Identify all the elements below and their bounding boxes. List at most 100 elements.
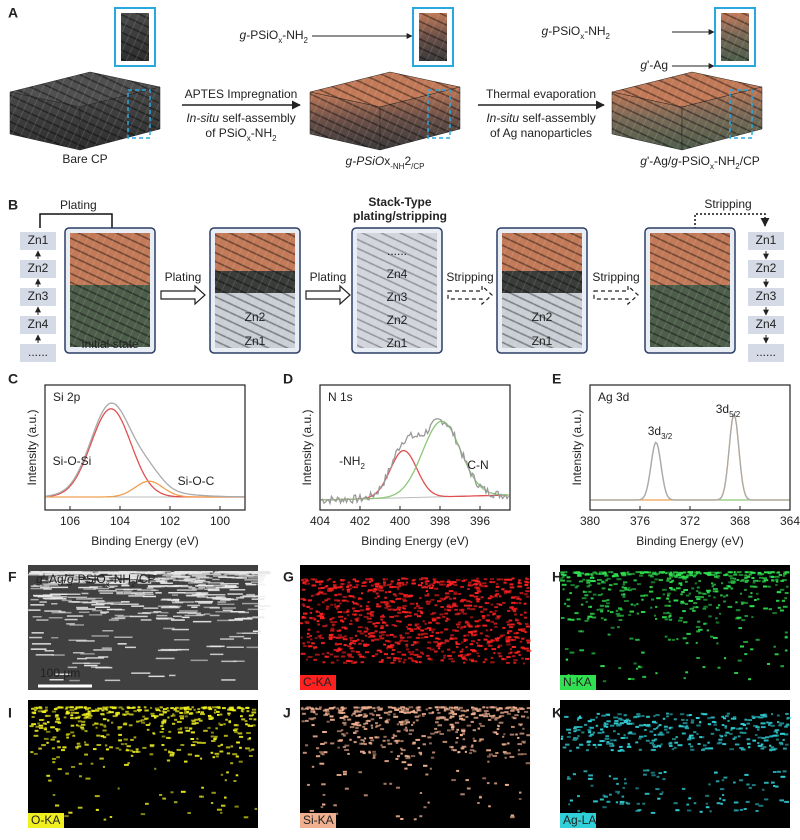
map-dot [213,575,227,577]
text-segment: 3/2 [661,432,673,441]
map-dot [690,574,694,577]
map-dot [575,585,580,588]
open-arrow [160,284,206,306]
map-dot [340,579,345,582]
map-dot [518,602,522,605]
map-dot [76,742,81,745]
map-dot [47,571,60,573]
map-dot [351,714,354,717]
map-dot [36,619,49,621]
map-dot [219,723,223,726]
panel-label: E [552,371,561,387]
text-segment: g [67,572,74,586]
map-dot [710,716,715,719]
map-dot [386,645,392,648]
map-dot [727,719,730,722]
map-dot [465,779,469,782]
map-dot [117,727,121,730]
map-dot [64,708,68,711]
map-dot [409,630,414,632]
map-dot [39,601,47,603]
map-dot [52,736,57,739]
map-dot [51,654,65,656]
map-dot [456,728,460,731]
map-dot [517,582,522,585]
map-dot [102,707,107,710]
map-dot [319,637,325,640]
map-dot [494,594,497,597]
map-dot [211,706,216,709]
map-dot [621,586,625,589]
map-dot [636,667,639,670]
text-segment: 3d [648,424,661,438]
map-dot [184,715,188,718]
map-dot [309,607,313,610]
y-axis-label: Intensity (a.u.) [570,409,584,485]
map-dot [349,642,352,645]
map-dot [479,644,483,647]
map-dot [383,583,386,586]
map-dot [451,651,456,654]
map-dot [592,743,597,746]
map-dot [604,723,609,726]
map-dot [448,597,453,600]
map-dot [390,580,394,583]
map-dot [386,739,390,742]
map-dot [375,582,381,585]
map-dot [728,581,732,584]
map-dot [606,599,610,602]
map-dot [304,582,307,585]
map-dot [446,708,450,711]
map-dot [405,643,409,646]
map-dot [346,585,349,588]
map-dot [421,713,426,715]
map-dot [703,605,708,608]
map-dot [595,746,598,749]
map-dot [588,777,593,780]
map-dot [489,610,493,613]
map-dot [450,634,454,637]
map-dot [509,733,515,736]
map-dot [478,740,482,743]
map-dot [748,595,753,598]
map-dot [347,645,352,648]
map-dot [742,731,747,734]
map-dot [477,590,482,593]
map-dot [473,650,477,653]
map-dot [178,575,189,578]
map-dot [333,585,337,588]
map-dot [587,729,592,732]
map-dot [386,602,390,605]
map-dot [171,600,180,602]
map-dot [525,595,530,598]
map-dot [105,585,118,587]
map-dot [384,601,389,604]
map-dot [208,708,213,711]
map-dot [566,728,572,731]
map-dot [395,757,399,760]
map-dot [587,720,592,723]
map-dot [56,576,66,578]
map-dot [69,706,74,709]
map-dot [93,649,112,651]
map-dot [511,639,516,641]
map-dot [483,638,488,641]
map-dot [210,645,225,648]
map-dot [412,582,416,585]
map-dot [301,579,304,582]
map-dot [317,623,320,626]
map-dot [470,745,474,748]
map-dot [319,706,322,709]
map-dot [391,736,395,739]
map-dot [340,579,343,581]
map-dot [342,638,348,641]
inset-texture [121,13,149,61]
map-dot [87,717,92,719]
map-dot [161,578,169,581]
map-dot [311,765,315,768]
map-dot [331,707,334,710]
map-dot [355,714,361,717]
map-dot [251,711,257,714]
map-dot [246,710,250,713]
map-dot [339,585,344,588]
